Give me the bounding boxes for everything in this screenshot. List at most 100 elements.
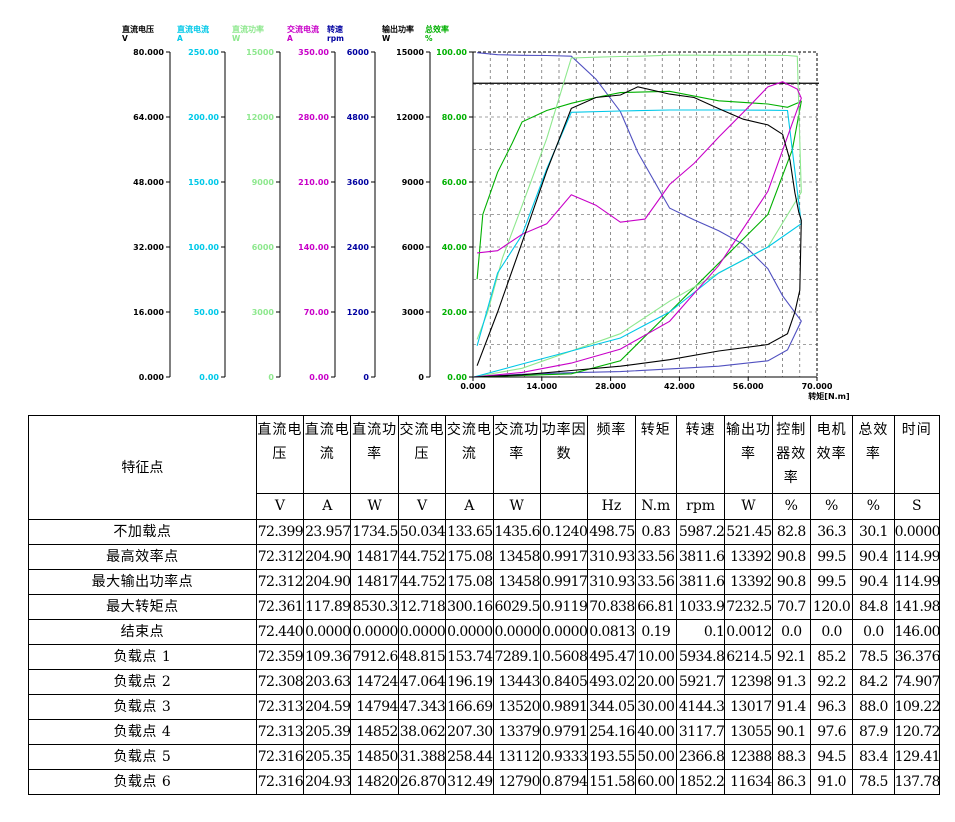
row-label: 负载点 4 (28, 719, 257, 745)
table-cell: 310.93 (587, 569, 636, 595)
y-tick-label: 0 (363, 373, 369, 382)
table-cell: 14817 (350, 544, 399, 570)
table-cell: 72.316 (255, 769, 305, 795)
header-cell: 交流电流 (445, 415, 494, 494)
table-cell: 175.08 (445, 544, 494, 570)
header-cell: 交流功率 (492, 415, 541, 494)
y-axis-unit: % (425, 34, 433, 43)
table-cell: 36.3 (809, 519, 854, 545)
table-cell: 47.343 (397, 694, 447, 720)
table-cell: 14817 (350, 569, 399, 595)
header-cell: 直流功率 (350, 415, 399, 494)
unit-cell: W (724, 493, 773, 520)
table-cell: 0.0000 (492, 619, 541, 645)
table-cell: 0.9891 (539, 694, 589, 720)
table-cell: 31.388 (397, 744, 447, 770)
table-cell: 0.9333 (539, 744, 589, 770)
table-cell: 495.47 (587, 644, 636, 670)
table-cell: 72.308 (255, 669, 305, 695)
table-cell: 50.034 (397, 519, 447, 545)
table-cell: 8530.3 (350, 594, 399, 620)
unit-cell: N.m (634, 493, 677, 520)
table-cell: 11634 (724, 769, 773, 795)
y-axis-unit: A (177, 34, 183, 43)
table-cell: 13392 (724, 569, 773, 595)
table-cell: 72.313 (255, 719, 305, 745)
unit-row: V A W V A W Hz N.m rpm W%%% S (29, 493, 941, 520)
row-label: 负载点 1 (28, 644, 257, 670)
y-tick-label: 50.00 (194, 308, 220, 317)
table-cell: 7912.6 (350, 644, 399, 670)
table-cell: 114.99 (893, 569, 941, 595)
table-cell: 30.00 (634, 694, 677, 720)
x-tick-label: 28.000 (595, 382, 626, 391)
table-cell: 72.312 (255, 569, 305, 595)
y-tick-label: 3000 (402, 308, 425, 317)
table-row: 最大输出功率点 72.312 204.90 14817 44.752 175.08 1345… (28, 569, 941, 595)
table-cell: 14724 (350, 669, 399, 695)
y-tick-label: 280.00 (298, 113, 329, 122)
x-tick-label: 42.000 (664, 382, 695, 391)
y-tick-label: 350.00 (298, 48, 329, 57)
y-tick-label: 1200 (347, 308, 370, 317)
header-cell: 时间 (893, 415, 941, 494)
table-row: 最高效率点 72.312 204.90 14817 44.752 175.08 13458 0… (28, 544, 941, 570)
table-cell: 0.0 (771, 619, 811, 645)
table-row: 负载点 3 72.313 204.59 14794 47.343 166.69 13520 0… (28, 694, 941, 720)
y-tick-label: 4800 (347, 113, 370, 122)
table-cell: 0.8405 (539, 669, 589, 695)
y-tick-label: 64.000 (133, 113, 164, 122)
table-cell: 521.45 (724, 519, 773, 545)
table-cell: 0.0000 (445, 619, 494, 645)
y-tick-label: 6000 (347, 48, 370, 57)
table-cell: 36.376 (893, 644, 941, 670)
y-axis-title: 直流电流 (177, 24, 209, 34)
table-cell: 0.0000 (539, 619, 589, 645)
plot-area: 0.000 14.000 28.000 42.000 56.000 70.000转矩[N.… (460, 51, 850, 401)
table-cell: 90.4 (852, 569, 895, 595)
table-cell: 96.3 (809, 694, 854, 720)
table-cell: 7289.1 (492, 644, 541, 670)
y-tick-label: 3000 (252, 308, 275, 317)
table-cell: 78.5 (852, 769, 895, 795)
y-axes: 直流电压V0.00016.00032.00048.00064.00080.000… (122, 24, 474, 382)
unit-cell: S (893, 493, 941, 520)
table-cell: 254.16 (587, 719, 636, 745)
table-cell: 97.6 (809, 719, 854, 745)
unit-cell: W (350, 493, 399, 520)
table-cell: 60.00 (634, 769, 677, 795)
y-axis-title: 直流电压 (122, 24, 154, 34)
y-tick-label: 0.00 (447, 373, 467, 382)
y-tick-label: 210.00 (298, 178, 329, 187)
table-cell: 146.00 (893, 619, 941, 645)
table-cell: 30.1 (852, 519, 895, 545)
y-tick-label: 6000 (402, 243, 425, 252)
row-label: 负载点 2 (28, 669, 257, 695)
table-cell: 6214.5 (724, 644, 773, 670)
table-cell: 13458 (492, 569, 541, 595)
table-cell: 0.0 (852, 619, 895, 645)
table-cell: 1852.2 (675, 769, 726, 795)
table-cell: 207.30 (445, 719, 494, 745)
table-cell: 0.9917 (539, 544, 589, 570)
x-tick-label: 14.000 (526, 382, 557, 391)
characteristic-table: 特征点 直流电压 直流电流 直流功率 交流电压 交流电流 交流功率 功率因数 频率 转矩 转速 输出功… (28, 415, 941, 795)
table-cell: 72.316 (255, 744, 305, 770)
table-row: 负载点 1 72.359 109.36 7912.6 48.815 153.74 7289.… (28, 644, 941, 670)
table-cell: 258.44 (445, 744, 494, 770)
table-row: 负载点 2 72.308 203.63 14724 47.064 196.19 13443 0… (28, 669, 941, 695)
header-cell: 输出功率 (724, 415, 773, 494)
y-tick-label: 200.00 (188, 113, 219, 122)
unit-cell: A (445, 493, 494, 520)
y-tick-label: 250.00 (188, 48, 219, 57)
table-cell: 0.9791 (539, 719, 589, 745)
table-cell: 70.7 (771, 594, 811, 620)
y-tick-label: 12000 (396, 113, 424, 122)
table-cell: 0.1240 (539, 519, 589, 545)
table-cell: 91.4 (771, 694, 811, 720)
table-cell: 13017 (724, 694, 773, 720)
header-cell: 转速 (675, 415, 726, 494)
